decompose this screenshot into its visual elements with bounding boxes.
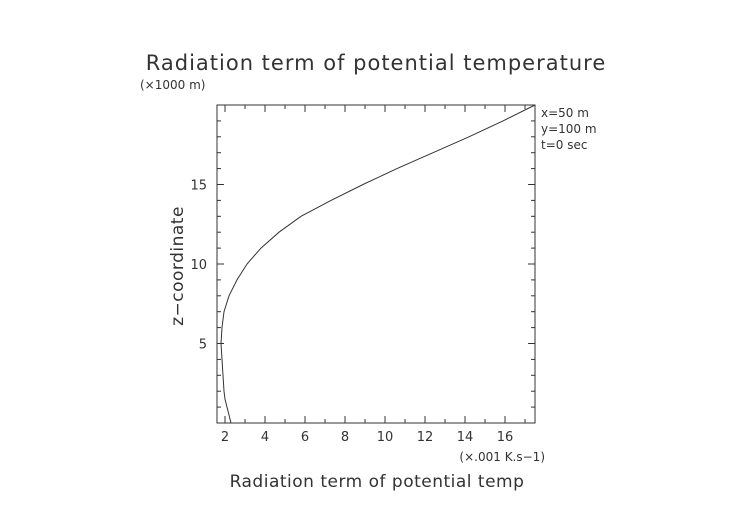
x-tick-label: 16: [497, 430, 514, 445]
y-axis-label: z−coordinate: [168, 206, 188, 326]
x-tick-label: 2: [221, 430, 229, 445]
plot-frame: [216, 104, 536, 424]
x-tick-label: 10: [377, 430, 394, 445]
x-ticks: 2 4 6 8 10 12 14 16: [221, 105, 526, 445]
x-tick-label: 4: [261, 430, 269, 445]
annotation-t: t=0 sec: [541, 138, 587, 152]
annotation-y: y=100 m: [541, 122, 597, 136]
x-tick-label: 14: [457, 430, 474, 445]
series-line: [220, 104, 536, 424]
chart-title: Radiation term of potential temperature: [146, 51, 607, 75]
x-axis-label: Radiation term of potential temp: [230, 472, 525, 492]
y-ticks: 5 10 15: [190, 120, 535, 408]
x-tick-label: 8: [341, 430, 349, 445]
x-tick-label: 6: [301, 430, 309, 445]
y-tick-label: 10: [190, 258, 207, 273]
y-multiplier-label: (×1000 m): [140, 78, 205, 92]
y-tick-label: 5: [199, 338, 207, 353]
x-multiplier-label: (×.001 K.s−1): [459, 450, 545, 464]
x-tick-label: 12: [417, 430, 434, 445]
annotation-x: x=50 m: [541, 106, 589, 120]
y-tick-label: 15: [190, 179, 207, 194]
